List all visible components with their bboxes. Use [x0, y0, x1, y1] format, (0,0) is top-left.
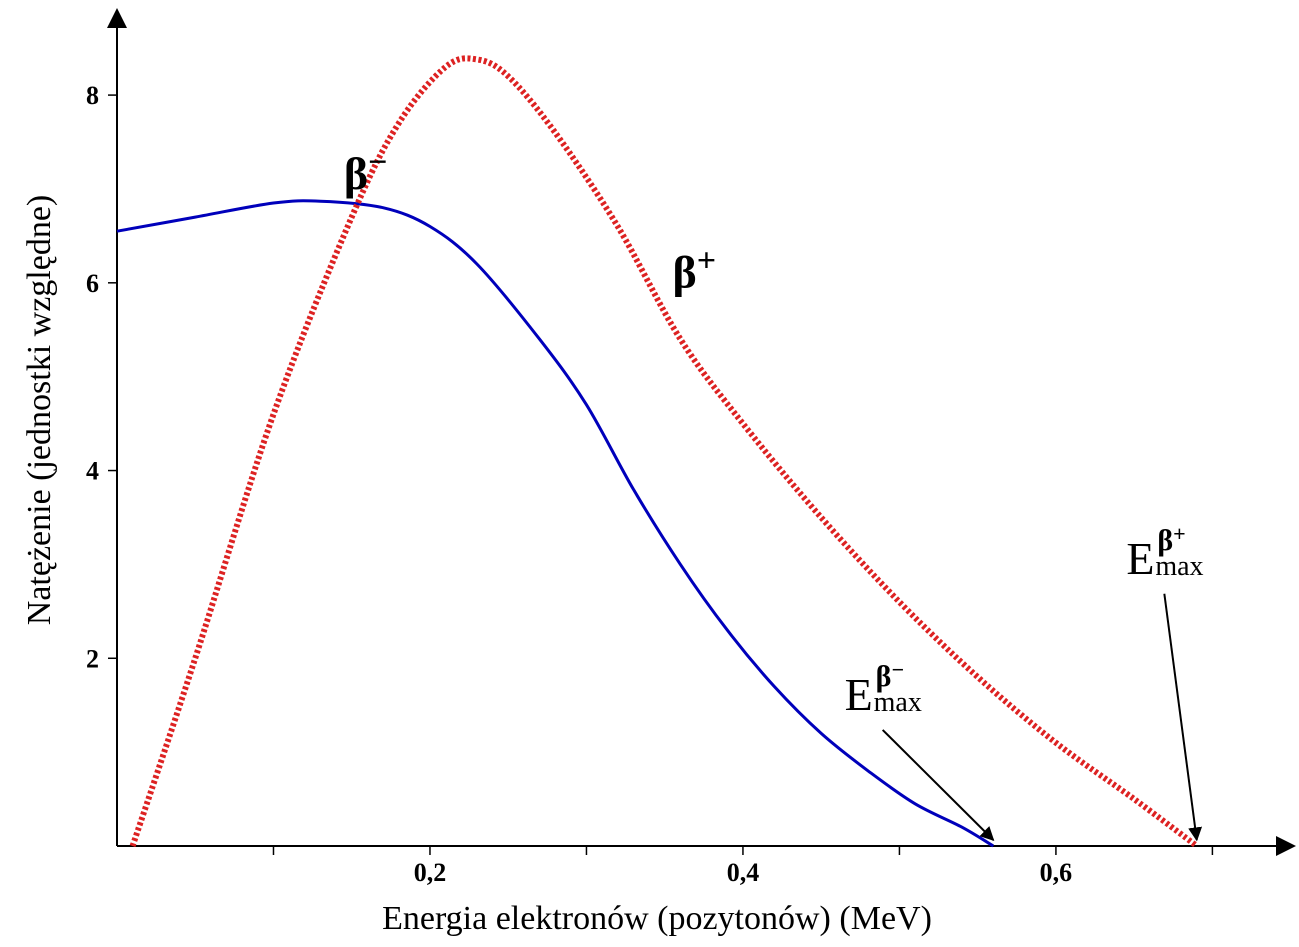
series-label: β+ [673, 243, 717, 298]
emax-arrow [1163, 593, 1203, 842]
x-axis-title: Energia elektronów (pozytonów) (MeV) [382, 900, 932, 937]
y-axis-title: Natężenie (jednostki względne) [21, 195, 58, 625]
y-tick-label: 2 [86, 644, 99, 673]
emax-sub: max [1155, 551, 1203, 582]
emax-sup: β+ [1157, 521, 1185, 557]
y-ticks [108, 94, 117, 660]
emax-label: E [845, 669, 873, 720]
y-tick-labels: 2 4 6 8 [86, 81, 99, 673]
series-label: β− [344, 144, 388, 199]
emax-label: E [1126, 533, 1154, 584]
series-line-1 [129, 55, 1199, 849]
y-tick-label: 4 [86, 457, 99, 486]
x-tick-label: 0,2 [414, 858, 447, 887]
x-tick-labels: 0,2 0,4 0,6 [414, 858, 1072, 887]
y-tick-label: 8 [86, 81, 99, 110]
x-ticks [272, 846, 1214, 855]
emax-arrow [881, 729, 995, 841]
x-tick-label: 0,4 [727, 858, 760, 887]
emax-sub: max [874, 687, 922, 718]
series-line-0 [116, 199, 995, 848]
y-tick-label: 6 [86, 269, 99, 298]
x-tick-label: 0,6 [1040, 858, 1073, 887]
emax-sup: β− [876, 657, 904, 693]
series-layer [116, 55, 1199, 849]
